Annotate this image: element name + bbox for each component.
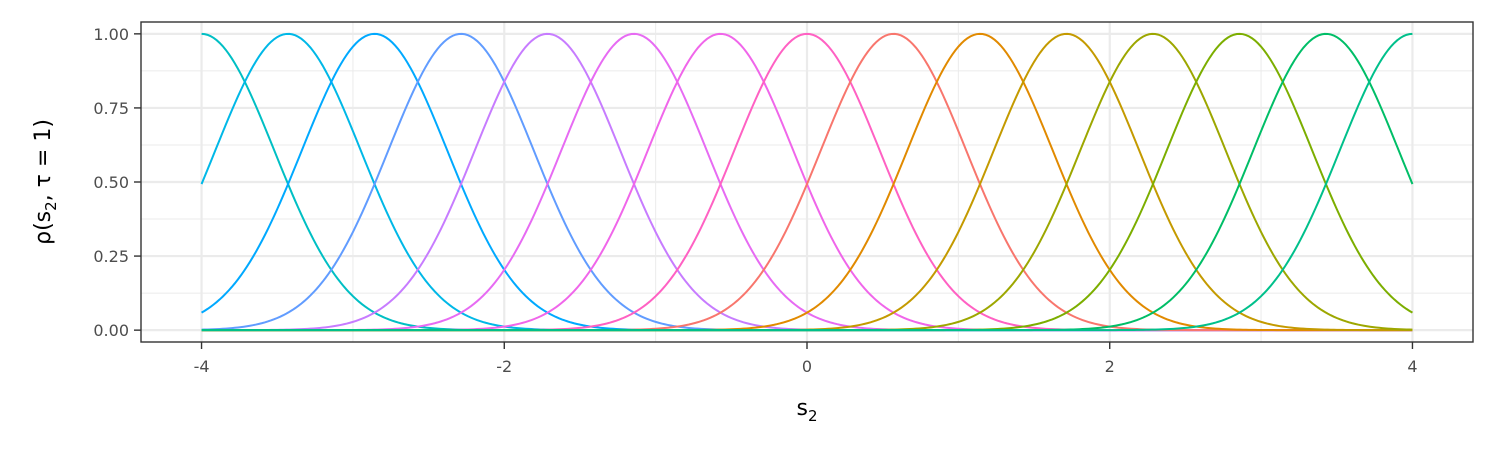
x-axis-title: s2 [796,396,817,425]
y-tick-label: 1.00 [93,25,129,44]
x-tick-label: -2 [496,357,512,376]
y-axis-title-subscript: 2 [42,201,60,211]
x-tick-label: 4 [1407,357,1417,376]
x-axis-title-main: s [796,396,807,421]
x-tick-label: 2 [1105,357,1115,376]
x-tick-label: -4 [194,357,210,376]
series-line-15 [201,32,1413,332]
y-axis-title-prefix: ρ(s [31,211,56,245]
y-axis-title-suffix: , τ = 1) [31,119,56,201]
y-tick-label: 0.50 [93,173,129,192]
y-tick-label: 0.75 [93,99,129,118]
curves [200,32,1414,332]
axes: -4 -2 0 2 4 0.00 0.25 0.50 0.75 1.00 [93,25,1417,376]
y-tick-label: 0.00 [93,321,129,340]
y-axis-title: ρ(s2, τ = 1) [31,119,60,245]
y-tick-label: 0.25 [93,247,129,266]
x-axis-title-subscript: 2 [808,407,818,425]
x-tick-label: 0 [802,357,812,376]
